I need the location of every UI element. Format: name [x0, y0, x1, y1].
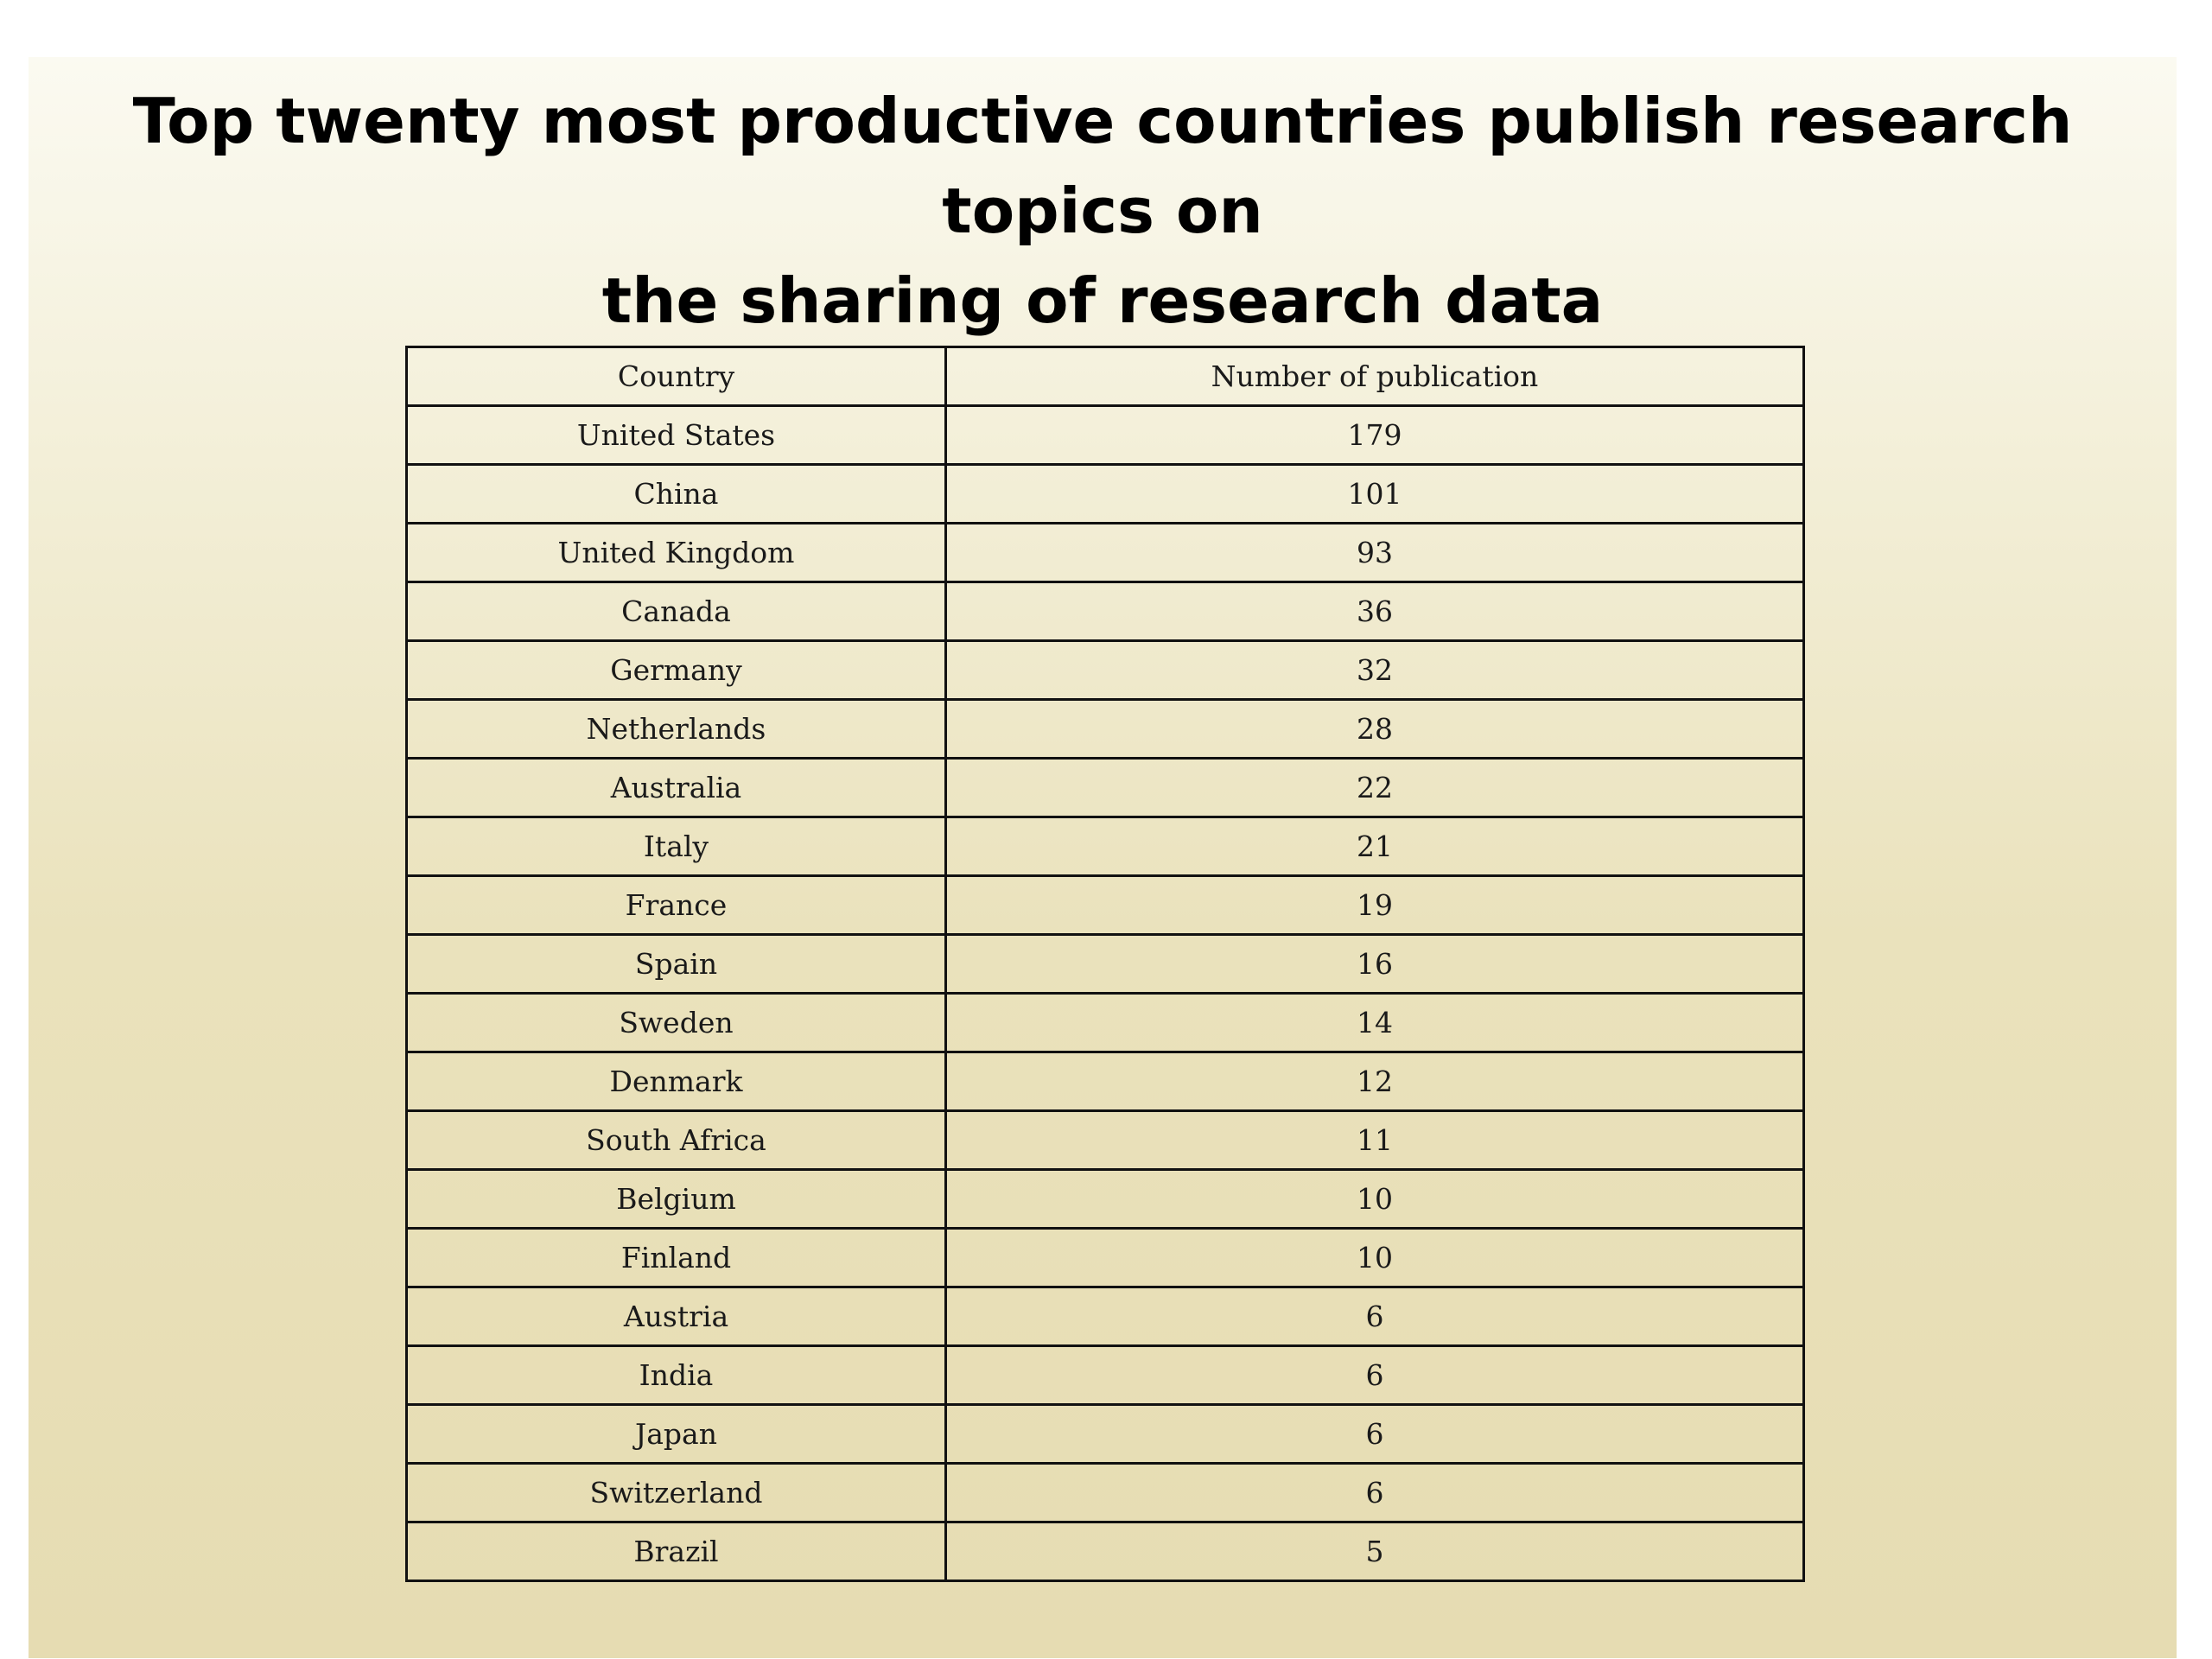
cell-country: Switzerland	[405, 1462, 947, 1523]
table-row: Denmark 12	[405, 1051, 1806, 1112]
cell-count: 11	[944, 1109, 1806, 1171]
table-row: Canada 36	[405, 581, 1806, 642]
cell-country: Spain	[405, 933, 947, 995]
cell-country: Japan	[405, 1403, 947, 1465]
cell-count: 16	[944, 933, 1806, 995]
table-row: Spain 16	[405, 933, 1806, 995]
cell-count: 10	[944, 1168, 1806, 1230]
cell-count: 12	[944, 1051, 1806, 1112]
cell-country: Germany	[405, 639, 947, 701]
table-row: Belgium 10	[405, 1168, 1806, 1230]
publications-table: Country Number of publication United Sta…	[405, 346, 1806, 1582]
cell-country: Finland	[405, 1227, 947, 1288]
cell-country: Sweden	[405, 992, 947, 1053]
table-row: Japan 6	[405, 1403, 1806, 1465]
cell-country: Canada	[405, 581, 947, 642]
slide: Top twenty most productive countries pub…	[29, 57, 2177, 1658]
cell-count: 5	[944, 1521, 1806, 1582]
cell-country: Netherlands	[405, 698, 947, 760]
table-row: India 6	[405, 1344, 1806, 1406]
cell-country: China	[405, 463, 947, 524]
slide-title: Top twenty most productive countries pub…	[29, 76, 2177, 346]
cell-count: 6	[944, 1286, 1806, 1347]
slide-title-line-1: Top twenty most productive countries pub…	[132, 85, 2073, 247]
cell-count: 19	[944, 874, 1806, 936]
table-row: United States 179	[405, 404, 1806, 466]
cell-country: South Africa	[405, 1109, 947, 1171]
table-row: South Africa 11	[405, 1109, 1806, 1171]
cell-country: United States	[405, 404, 947, 466]
cell-country: Italy	[405, 816, 947, 877]
table-row: Switzerland 6	[405, 1462, 1806, 1523]
table-row: Austria 6	[405, 1286, 1806, 1347]
cell-count: 93	[944, 522, 1806, 583]
table-row: United Kingdom 93	[405, 522, 1806, 583]
table-header-row: Country Number of publication	[405, 346, 1806, 407]
cell-count: 14	[944, 992, 1806, 1053]
cell-country: Belgium	[405, 1168, 947, 1230]
cell-country: Denmark	[405, 1051, 947, 1112]
cell-count: 6	[944, 1462, 1806, 1523]
table-row: Netherlands 28	[405, 698, 1806, 760]
table-row: Italy 21	[405, 816, 1806, 877]
cell-count: 22	[944, 757, 1806, 818]
cell-count: 32	[944, 639, 1806, 701]
cell-country: United Kingdom	[405, 522, 947, 583]
cell-country: Australia	[405, 757, 947, 818]
cell-count: 28	[944, 698, 1806, 760]
table-row: Australia 22	[405, 757, 1806, 818]
table-row: Brazil 5	[405, 1521, 1806, 1582]
cell-count: 6	[944, 1403, 1806, 1465]
table-row: Finland 10	[405, 1227, 1806, 1288]
cell-count: 36	[944, 581, 1806, 642]
cell-count: 101	[944, 463, 1806, 524]
cell-count: 10	[944, 1227, 1806, 1288]
slide-title-line-2: the sharing of research data	[601, 264, 1604, 337]
cell-country: France	[405, 874, 947, 936]
cell-country: India	[405, 1344, 947, 1406]
table-row: Sweden 14	[405, 992, 1806, 1053]
cell-country: Brazil	[405, 1521, 947, 1582]
header-country: Country	[405, 346, 947, 407]
cell-country: Austria	[405, 1286, 947, 1347]
cell-count: 179	[944, 404, 1806, 466]
cell-count: 21	[944, 816, 1806, 877]
header-number-of-publication: Number of publication	[944, 346, 1806, 407]
cell-count: 6	[944, 1344, 1806, 1406]
table-row: Germany 32	[405, 639, 1806, 701]
table-row: China 101	[405, 463, 1806, 524]
table-row: France 19	[405, 874, 1806, 936]
